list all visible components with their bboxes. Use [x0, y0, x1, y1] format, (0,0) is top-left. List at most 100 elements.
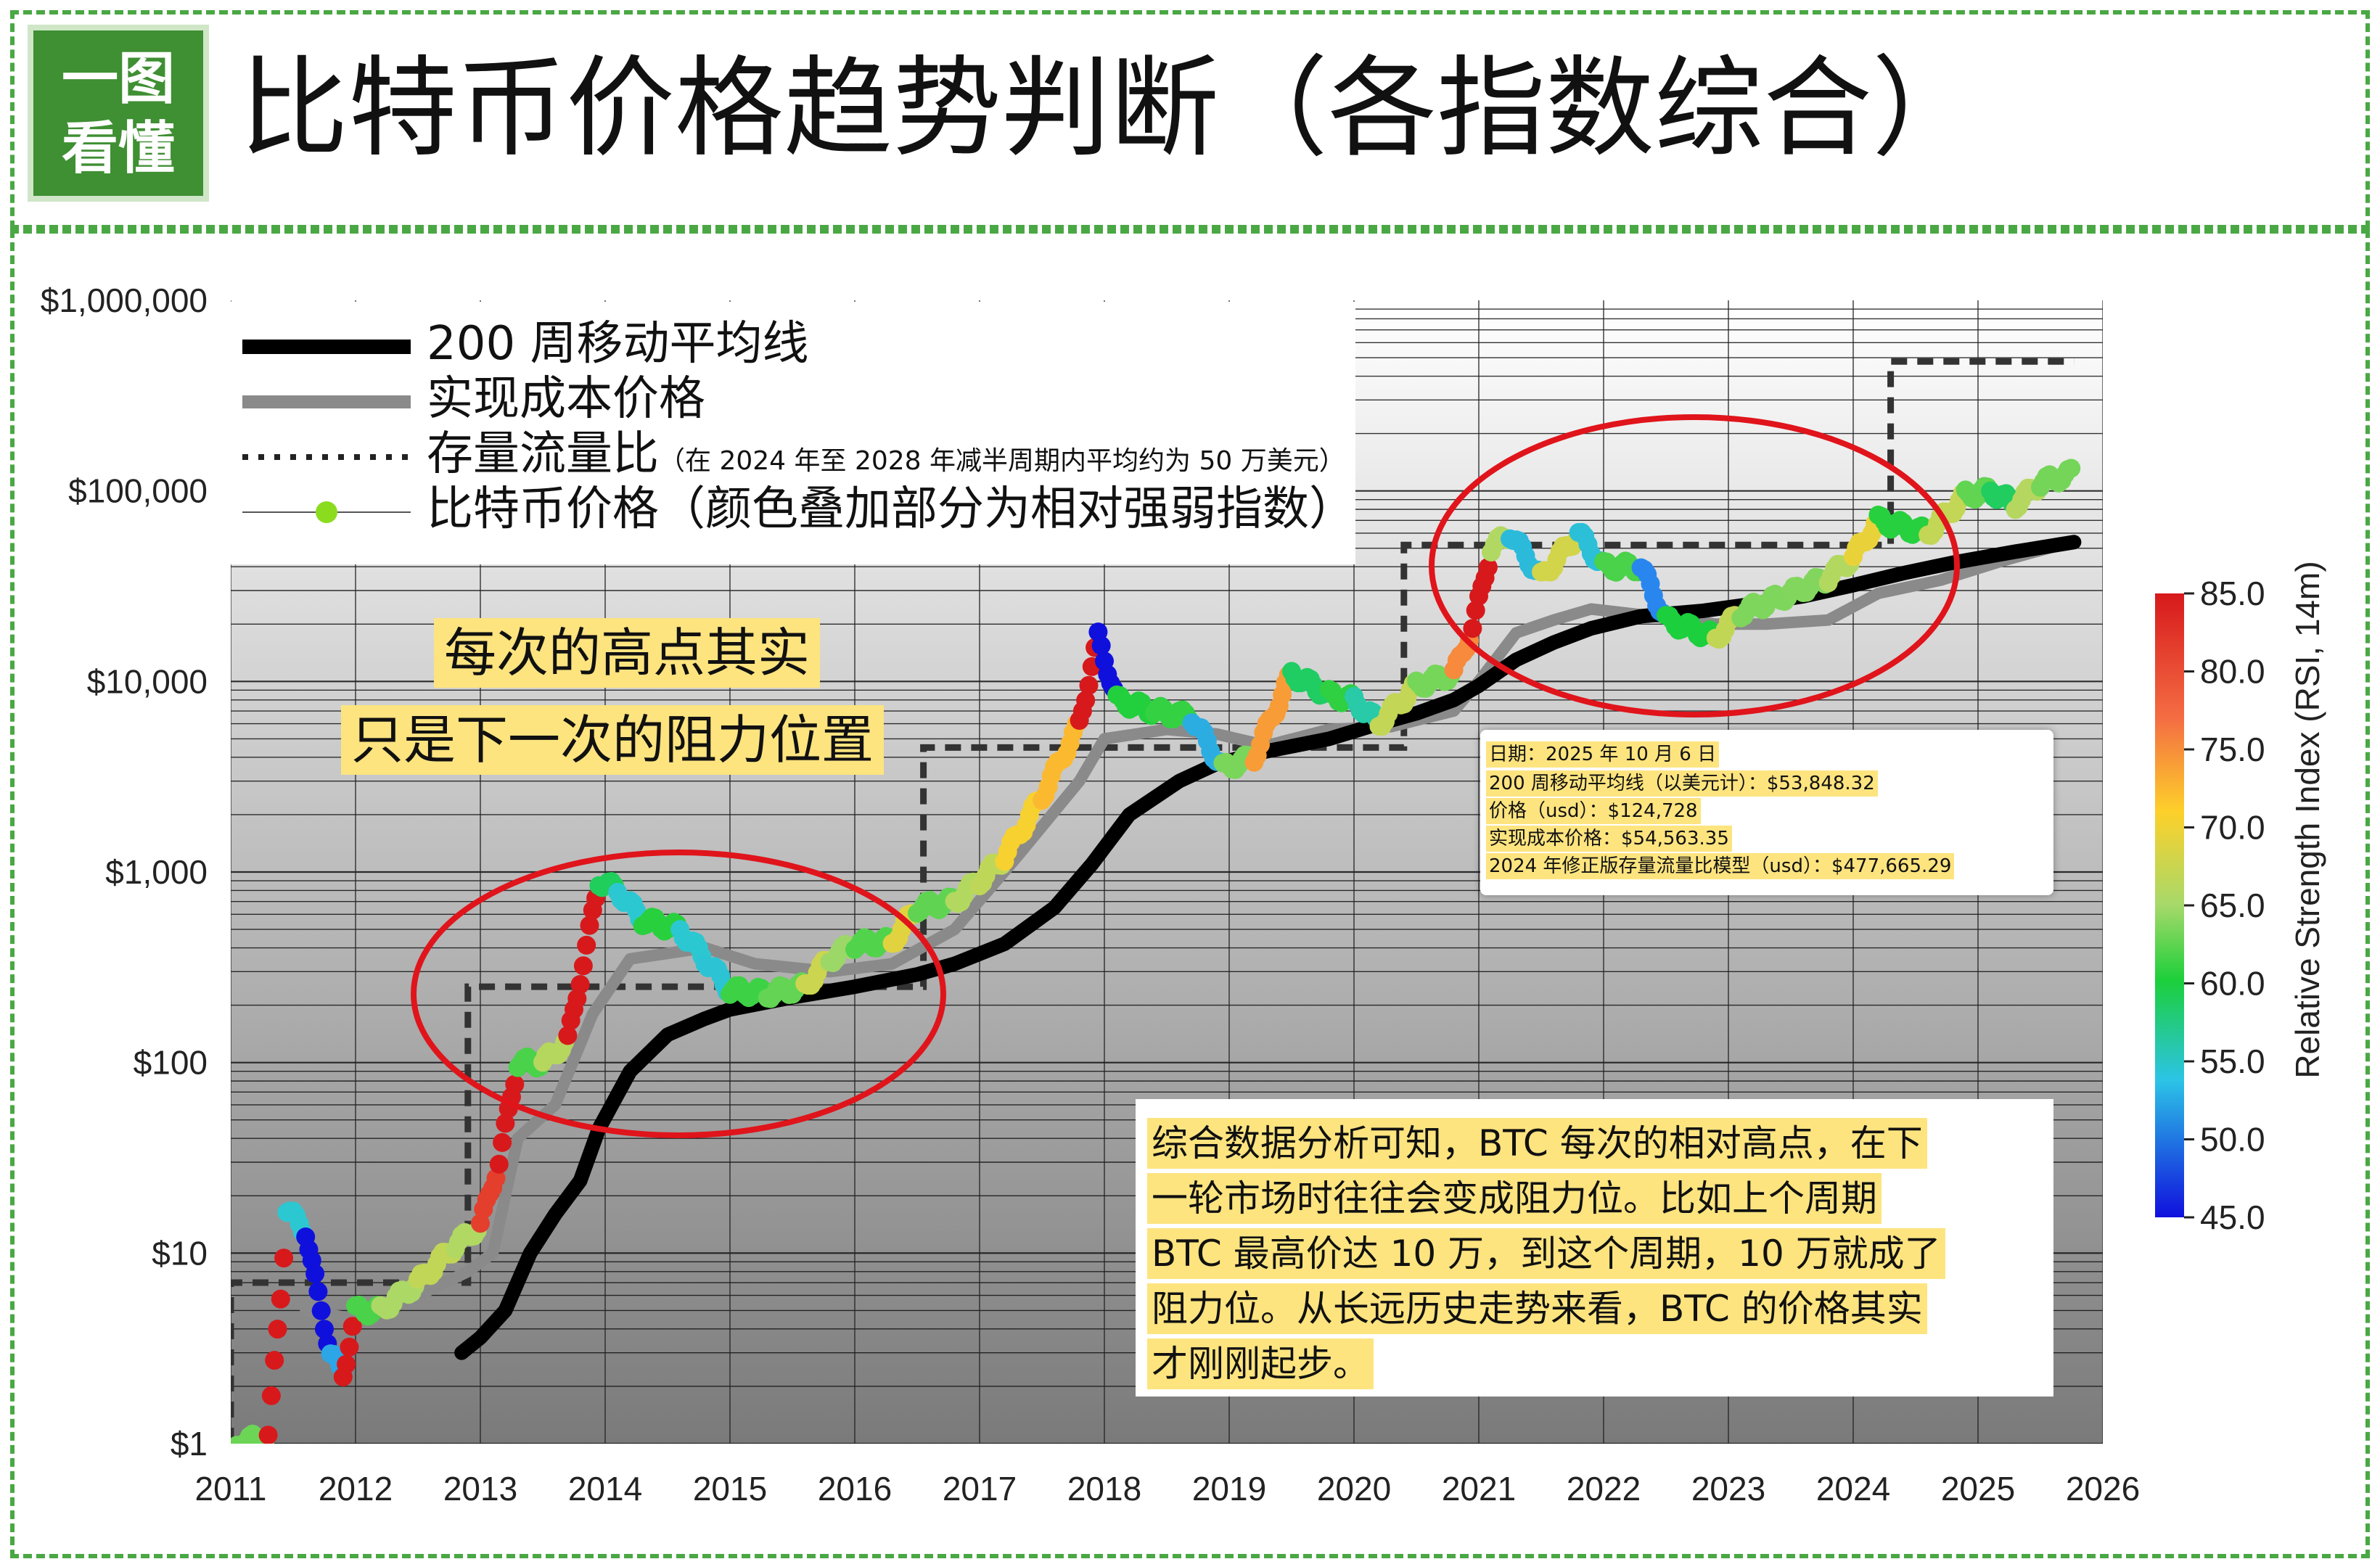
tooltip-box: 日期：2025 年 10 月 6 日 200 周移动平均线（以美元计）：$53,…	[1480, 730, 2053, 895]
legend-note-s2f: （在 2024 年至 2028 年减半周期内平均约为 50 万美元）	[659, 446, 1345, 476]
x-tick-label: 2017	[943, 1470, 1017, 1508]
price-point	[340, 1337, 359, 1357]
price-point	[1076, 691, 1096, 710]
price-point	[496, 1114, 515, 1133]
price-point	[1466, 601, 1485, 620]
legend-swatch-black-line	[242, 340, 411, 354]
y-tick-label: $1,000,000	[41, 281, 208, 319]
price-point	[558, 1026, 578, 1045]
price-point	[311, 1301, 331, 1320]
tooltip-price: 价格（usd）：$124,728	[1486, 798, 1701, 824]
colorbar-tick-label: 60.0	[2200, 965, 2265, 1003]
x-tick-label: 2011	[195, 1470, 267, 1508]
x-tick-label: 2015	[693, 1470, 767, 1508]
colorbar-tick-label: 65.0	[2200, 887, 2265, 924]
colorbar-tick-label: 70.0	[2200, 809, 2265, 847]
x-tick-label: 2022	[1567, 1470, 1641, 1508]
colorbar-tick-label: 85.0	[2200, 575, 2265, 612]
tooltip-realized: 实现成本价格：$54,563.35	[1486, 826, 1732, 852]
price-point	[2061, 458, 2081, 478]
legend-item-s2f: 存量流量比（在 2024 年至 2028 年减半周期内平均约为 50 万美元）	[231, 427, 1355, 482]
price-point	[570, 975, 590, 994]
legend-label-price: 比特币价格（颜色叠加部分为相对强弱指数）	[427, 482, 1355, 536]
highlight-text-1: 每次的高点其实	[434, 618, 821, 688]
colorbar-tick-label: 45.0	[2200, 1198, 2265, 1236]
x-tick-label: 2026	[2066, 1470, 2140, 1508]
header-frame	[10, 10, 2370, 229]
colorbar-title: Relative Strength Index (RSI, 14m)	[2289, 561, 2326, 1079]
tooltip-s2f: 2024 年修正版存量流量比模型（usd）：$477,665.29	[1486, 853, 1955, 879]
page-title: 比特币价格趋势判断（各指数综合）	[239, 46, 1982, 172]
price-point	[271, 1289, 290, 1309]
tooltip-date: 日期：2025 年 10 月 6 日	[1486, 741, 1720, 768]
tooltip-ma200: 200 周移动平均线（以美元计）：$53,848.32	[1486, 770, 1878, 797]
x-tick-label: 2021	[1442, 1470, 1516, 1508]
summary-line-1: 综合数据分析可知，BTC 每次的相对高点，在下	[1147, 1118, 1927, 1169]
price-point	[577, 935, 596, 955]
summary-box: 综合数据分析可知，BTC 每次的相对高点，在下 一轮市场时往往会变成阻力位。比如…	[1136, 1099, 2053, 1397]
price-point	[1079, 675, 1099, 695]
price-point	[305, 1264, 325, 1283]
price-point	[315, 1320, 334, 1339]
legend-item-realized: 实现成本价格	[231, 371, 1355, 427]
price-point	[505, 1074, 525, 1094]
price-point	[580, 916, 599, 935]
x-tick-label: 2016	[818, 1470, 892, 1508]
colorbar-tick-label: 50.0	[2200, 1121, 2265, 1159]
series-stock-to-flow	[231, 358, 2075, 1444]
legend: 200 周移动平均线 实现成本价格 存量流量比（在 2024 年至 2028 年…	[231, 302, 1355, 564]
legend-label-realized: 实现成本价格	[427, 372, 705, 426]
price-point	[258, 1426, 278, 1444]
y-tick-label: $10,000	[87, 662, 208, 700]
x-tick-label: 2014	[568, 1470, 642, 1508]
y-tick-label: $1,000	[105, 853, 208, 891]
colorbar-tick-label: 80.0	[2200, 653, 2265, 691]
content-frame	[10, 229, 2370, 1558]
legend-swatch-gray-line	[242, 395, 411, 408]
x-tick-label: 2018	[1067, 1470, 1141, 1508]
price-point	[261, 1386, 281, 1405]
price-point	[1478, 558, 1498, 577]
price-point	[1463, 619, 1482, 638]
summary-line-2: 一轮市场时往往会变成阻力位。比如上个周期	[1147, 1173, 1882, 1224]
annotation-ellipses	[411, 414, 1960, 1138]
legend-item-price: 比特币价格（颜色叠加部分为相对强弱指数）	[231, 482, 1355, 537]
price-point	[274, 1249, 294, 1268]
price-point	[489, 1154, 509, 1174]
price-point	[493, 1132, 512, 1152]
logo-line-2: 看懂	[61, 116, 175, 181]
price-point	[1091, 636, 1111, 655]
logo-badge: 一图 看懂	[28, 25, 209, 202]
y-tick-label: $100,000	[68, 472, 208, 510]
legend-label-ma200: 200 周移动平均线	[427, 317, 809, 371]
x-tick-label: 2020	[1317, 1470, 1391, 1508]
y-axis: $1 $10 $100 $1,000 $10,000 $100,000 $1,000,000	[41, 281, 208, 1463]
y-tick-label: $100	[134, 1044, 208, 1082]
highlight-ellipse-2022	[1429, 414, 1960, 717]
legend-swatch-dotted-line	[242, 454, 411, 460]
price-point	[308, 1282, 328, 1301]
colorbar-tick-label: 55.0	[2200, 1042, 2265, 1080]
summary-line-4: 阻力位。从长远历史走势来看，BTC 的价格其实	[1147, 1283, 1927, 1334]
summary-line-3: BTC 最高价达 10 万，到这个周期，10 万就成了	[1147, 1228, 1945, 1279]
highlight-text-2: 只是下一次的阻力位置	[341, 705, 885, 775]
logo-line-1: 一图	[61, 46, 175, 112]
summary-line-5: 才刚刚起步。	[1147, 1338, 1374, 1389]
price-point	[337, 1354, 356, 1374]
colorbar-tick-label: 75.0	[2200, 731, 2265, 768]
series-layer	[231, 358, 2082, 1444]
x-tick-label: 2023	[1691, 1470, 1765, 1508]
legend-swatch-dot-line	[242, 501, 411, 523]
price-point	[265, 1351, 284, 1370]
colorbar-ticks: 85.0 80.0 75.0 70.0 65.0 60.0 55.0 50.0 45.0	[2184, 575, 2265, 1236]
rsi-colorbar	[2155, 593, 2184, 1217]
price-point	[573, 956, 593, 976]
x-tick-label: 2012	[319, 1470, 393, 1508]
price-point	[567, 989, 587, 1008]
y-tick-label: $1	[171, 1425, 208, 1463]
x-axis: 2011 2012 2013 2014 2015 2016 2017 2018 2019 2020…	[195, 1470, 2141, 1508]
x-tick-label: 2025	[1941, 1470, 2015, 1508]
y-tick-label: $10	[152, 1234, 208, 1272]
x-tick-label: 2019	[1192, 1470, 1266, 1508]
highlight-ellipse-2014	[411, 850, 946, 1138]
